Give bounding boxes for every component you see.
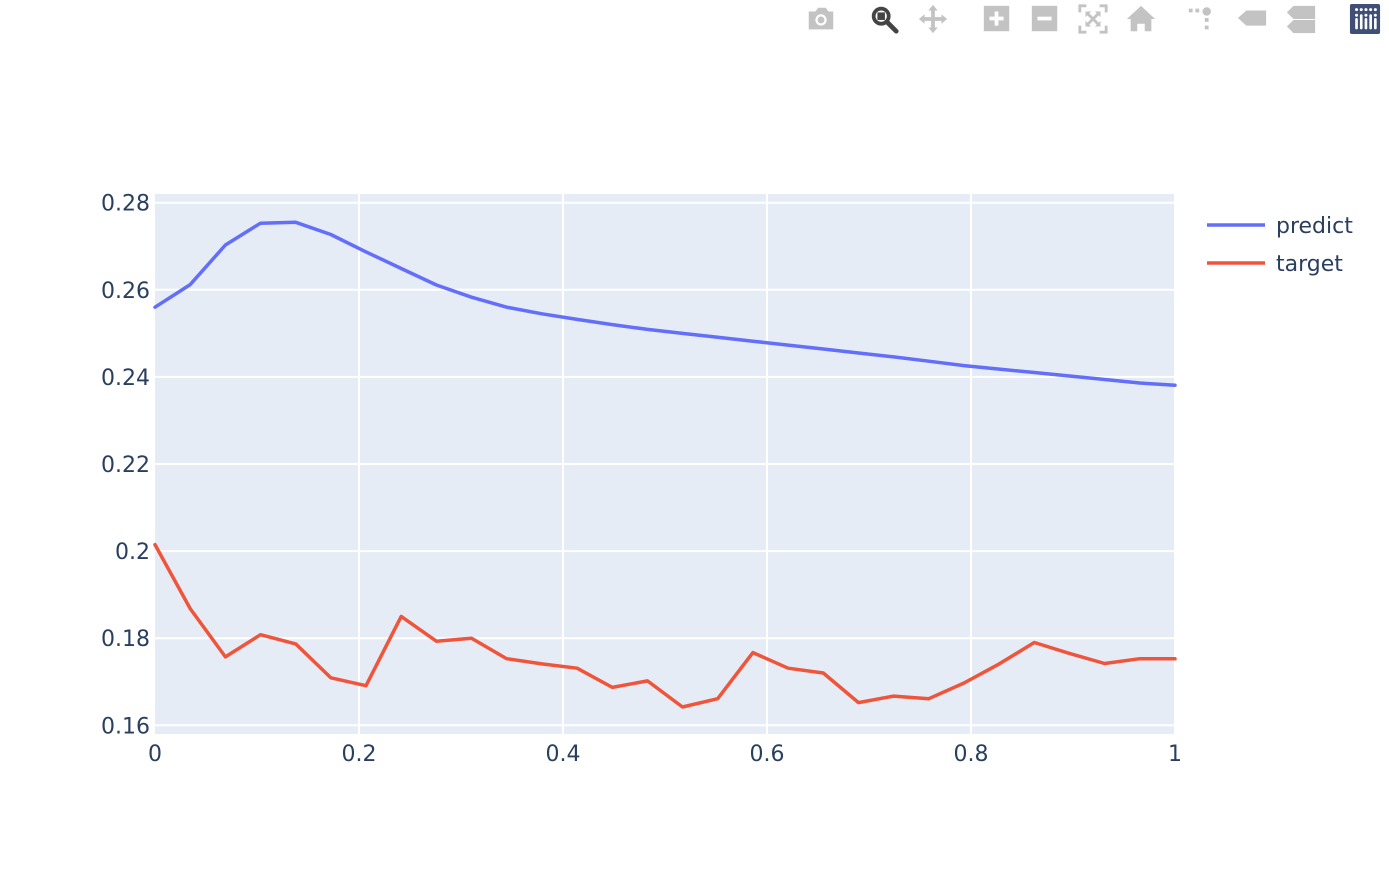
y-tick-label: 0.16 [101,714,150,739]
grid-lines [155,194,1176,734]
home-icon [1126,5,1156,32]
minus-square-icon [1031,5,1058,32]
y-tick-label: 0.24 [101,366,150,391]
x-tick-label: 0.8 [954,742,989,767]
zoom-button[interactable] [867,3,901,35]
y-tick-label: 0.26 [101,279,150,304]
magnifier-icon [871,6,899,34]
series-line-target[interactable] [153,542,1177,709]
y-axis-ticks: 0.16 0.18 0.2 0.22 0.24 0.26 0.28 [101,192,150,740]
legend-item-target[interactable]: target [1207,252,1343,277]
legend-item-predict[interactable]: predict [1207,214,1353,239]
y-tick-label: 0.22 [101,453,150,478]
x-tick-label: 0.6 [750,742,785,767]
legend-label: predict [1276,214,1353,239]
zoom-in-button[interactable] [980,3,1014,35]
x-tick-label: 1 [1168,742,1182,767]
pan-button[interactable] [916,3,950,35]
autoscale-button[interactable] [1076,3,1110,35]
move-arrows-icon [918,4,948,34]
y-tick-label: 0.28 [101,192,150,217]
x-tick-label: 0 [148,742,162,767]
series-line-predict[interactable] [153,220,1177,387]
plus-square-icon [983,5,1010,32]
camera-icon [808,7,834,30]
hover-compare-button[interactable] [1284,3,1318,35]
x-tick-label: 0.2 [342,742,377,767]
modebar [0,0,1389,40]
spike-lines-icon [1188,7,1211,30]
zoom-out-button[interactable] [1028,3,1062,35]
reset-axes-button[interactable] [1124,3,1158,35]
legend: predict target [1207,214,1353,277]
hover-closest-button[interactable] [1235,3,1269,35]
x-axis-ticks: 0 0.2 0.4 0.6 0.8 1 [148,742,1182,767]
y-tick-label: 0.18 [101,627,150,652]
legend-label: target [1276,252,1343,277]
x-tick-label: 0.4 [546,742,581,767]
y-tick-label: 0.2 [115,540,150,565]
plotly-logo-link[interactable] [1348,3,1382,35]
tag-closest-icon [1237,10,1267,26]
spike-lines-button[interactable] [1185,3,1219,35]
tag-compare-icon [1286,5,1316,34]
plotly-logo-icon [1349,3,1381,35]
download-plot-button[interactable] [804,3,838,35]
autoscale-icon [1078,4,1108,34]
series-lines [153,220,1177,709]
